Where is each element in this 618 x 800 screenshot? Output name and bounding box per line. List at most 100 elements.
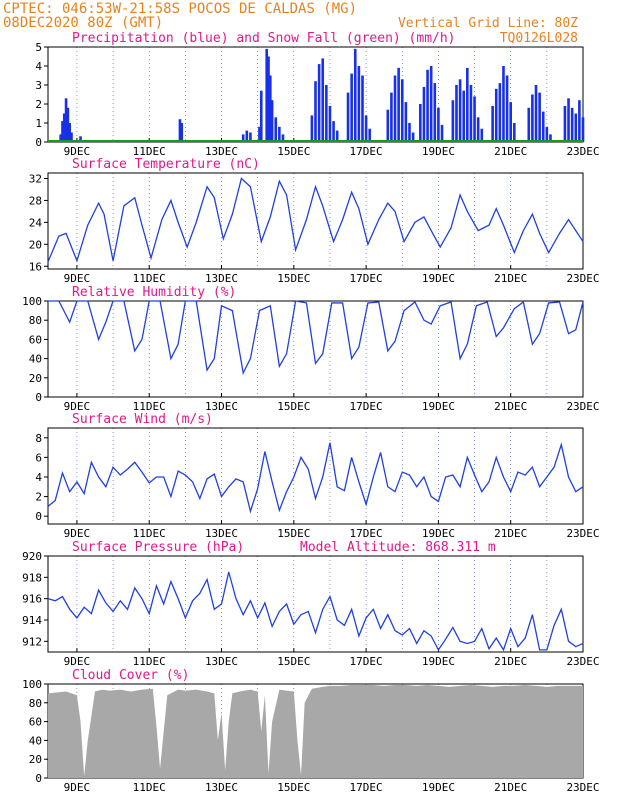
- pres-x-tick-label: 13DEC: [205, 655, 238, 668]
- temp-x-tick-label: 21DEC: [494, 272, 527, 285]
- pres-series-line: [47, 571, 584, 652]
- precip-y-tick-label: 0: [35, 136, 42, 149]
- rh-x-tick-label: 9DEC: [64, 400, 91, 413]
- temp-x-tick-label: 9DEC: [64, 272, 91, 285]
- rh-y-tick-label: 60: [29, 333, 42, 346]
- wind-x-tick-label: 9DEC: [64, 527, 91, 540]
- precip-bar: [386, 109, 390, 142]
- precip-bar: [400, 79, 404, 142]
- precip-bar: [397, 67, 400, 142]
- precip-bar: [332, 121, 335, 142]
- precip-bar: [325, 85, 328, 142]
- grid-line-note: Vertical Grid Line: 80Z: [398, 16, 578, 31]
- precip-bar: [429, 66, 433, 142]
- precip-bar: [426, 69, 429, 142]
- temp-x-tick-label: 13DEC: [205, 272, 238, 285]
- precip-bar: [563, 105, 567, 142]
- cloud-y-tick-label: 80: [29, 697, 42, 710]
- precip-bar: [314, 81, 317, 142]
- temp-x-tick-label: 17DEC: [350, 272, 383, 285]
- precip-bar: [317, 64, 321, 142]
- precip-bar: [404, 102, 408, 142]
- cloud-cover-area: [48, 684, 583, 778]
- wind-x-tick-label: 23DEC: [566, 527, 599, 540]
- precip-bar: [393, 75, 397, 142]
- cloud-x-tick-label: 23DEC: [566, 781, 599, 794]
- precip-bar: [274, 117, 278, 142]
- precip-x-tick-label: 17DEC: [350, 145, 383, 158]
- rh-panel: 0 20 40 60 80 100 9DEC 11DEC 13DEC 15DEC 17DEC 19DE…: [22, 295, 599, 413]
- wind-x-tick-label: 17DEC: [350, 527, 383, 540]
- precip-bar: [241, 134, 245, 142]
- precip-x-tick-label: 21DEC: [494, 145, 527, 158]
- precip-bar: [491, 105, 494, 142]
- precip-title: Precipitation (blue) and Snow Fall (gree…: [72, 31, 456, 46]
- precip-bar: [281, 134, 285, 142]
- precip-x-tick-label: 9DEC: [64, 145, 91, 158]
- precip-y-tick-label: 5: [35, 41, 42, 54]
- precip-bar: [350, 73, 353, 142]
- precip-bar: [59, 134, 62, 142]
- pres-x-tick-label: 9DEC: [64, 655, 91, 668]
- pres-y-tick-label: 912: [22, 635, 42, 648]
- wind-y-tick-label: 6: [35, 451, 42, 464]
- cloud-y-tick-label: 40: [29, 734, 42, 747]
- precip-bar: [437, 107, 440, 142]
- pres-x-tick-label: 15DEC: [277, 655, 310, 668]
- precip-bar: [180, 123, 184, 142]
- precip-bar: [505, 75, 509, 142]
- temp-y-tick-label: 28: [29, 194, 42, 207]
- precip-bar: [245, 130, 249, 142]
- precip-bar: [66, 107, 70, 142]
- precip-bar: [473, 96, 476, 142]
- precip-bar: [62, 113, 66, 142]
- precip-x-tick-label: 13DEC: [205, 145, 238, 158]
- precip-bar: [513, 123, 516, 142]
- precip-bar: [498, 83, 502, 142]
- precip-bar: [335, 130, 339, 142]
- rh-y-tick-label: 80: [29, 314, 42, 327]
- rh-y-tick-label: 100: [22, 295, 42, 308]
- precip-bar: [502, 66, 505, 142]
- precip-bar: [357, 66, 361, 142]
- precip-bar: [574, 113, 578, 142]
- temp-y-tick-label: 24: [29, 216, 43, 229]
- cloud-x-tick-label: 17DEC: [350, 781, 383, 794]
- station-header: CPTEC: 046:53W-21:58S POCOS DE CALDAS (M…: [3, 1, 357, 17]
- temp-series-line: [47, 177, 584, 263]
- run-date: 08DEC2020 80Z (GMT): [3, 15, 163, 31]
- pres-frame: [47, 555, 584, 653]
- precip-bar: [458, 79, 462, 142]
- precip-bar: [451, 100, 455, 142]
- precip-x-tick-label: 19DEC: [422, 145, 455, 158]
- precip-bar: [178, 119, 182, 142]
- precip-bar: [567, 98, 570, 142]
- precip-y-tick-label: 2: [35, 98, 42, 111]
- precip-bar: [509, 102, 513, 142]
- wind-x-tick-label: 19DEC: [422, 527, 455, 540]
- precip-bar: [531, 94, 534, 142]
- precip-bar: [419, 104, 422, 142]
- pres-x-tick-label: 19DEC: [422, 655, 455, 668]
- rh-series-line: [48, 300, 584, 376]
- rh-title: Relative Humidity (%): [72, 285, 236, 300]
- precip-bar: [455, 85, 458, 142]
- precip-bar: [249, 132, 252, 142]
- temp-x-tick-label: 23DEC: [566, 272, 599, 285]
- rh-x-tick-label: 17DEC: [350, 400, 383, 413]
- precip-bar: [353, 48, 357, 142]
- cloud-panel: 0 20 40 60 80 100 9DEC 11DEC 13DEC 15DEC 17DEC 19DE…: [22, 678, 599, 794]
- precip-bar: [541, 111, 545, 142]
- wind-x-tick-label: 13DEC: [205, 527, 238, 540]
- precip-bar: [368, 128, 372, 142]
- precip-bar: [422, 86, 426, 142]
- temp-title: Surface Temperature (nC): [72, 157, 260, 172]
- rh-x-tick-label: 11DEC: [133, 400, 166, 413]
- precip-y-tick-label: 1: [35, 117, 42, 130]
- precip-x-tick-label: 15DEC: [277, 145, 310, 158]
- precip-bar: [440, 124, 444, 142]
- pres-x-tick-label: 17DEC: [350, 655, 383, 668]
- precip-bar: [267, 56, 270, 142]
- cloud-x-tick-label: 11DEC: [133, 781, 166, 794]
- precip-y-tick-label: 3: [35, 79, 42, 92]
